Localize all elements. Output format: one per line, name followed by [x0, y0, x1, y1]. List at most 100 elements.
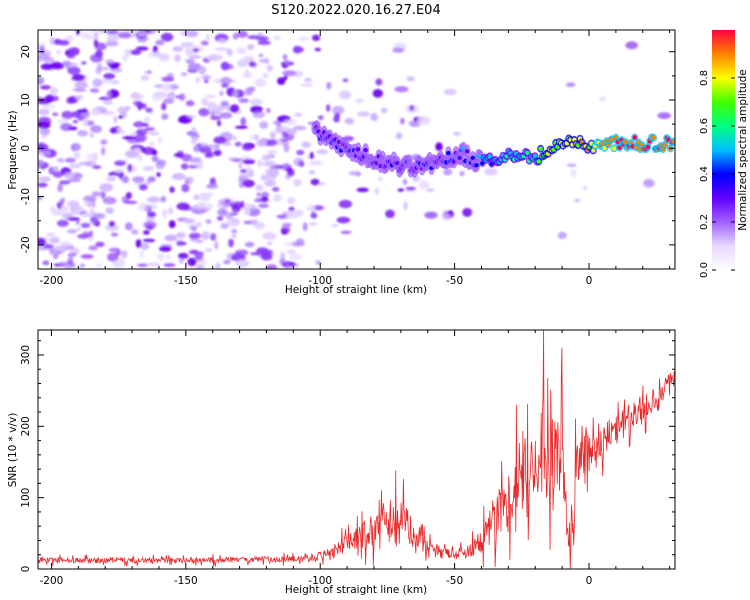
spectrogram-noise-blob	[230, 104, 240, 113]
spectrogram-ridge-point	[363, 147, 368, 153]
spectrogram-noise-blob	[108, 172, 113, 176]
spectrogram-noise-blob	[238, 98, 250, 103]
spectrogram-noise-blob	[354, 98, 364, 104]
spectrogram-noise-blob	[168, 220, 176, 229]
spectrogram-noise-blob	[180, 72, 188, 77]
spectrogram-noise-blob	[220, 61, 230, 71]
spectrogram-noise-blob	[40, 135, 48, 139]
spectrogram-noise-blob	[111, 232, 119, 237]
spectrogram-noise-blob	[67, 217, 81, 221]
spectrogram-noise-blob	[355, 172, 361, 177]
spectrogram-noise-blob	[264, 139, 278, 147]
spectrogram-noise-blob	[68, 47, 74, 56]
spectrogram-noise-blob	[268, 232, 277, 241]
spectrogram-noise-blob	[185, 58, 195, 64]
spectrogram-noise-blob	[144, 70, 149, 75]
spectrogram-noise-blob	[72, 120, 78, 124]
spectrogram-noise-blob	[139, 184, 148, 191]
spectrogram-noise-blob	[258, 203, 269, 209]
spectrogram-noise-blob	[187, 257, 197, 267]
spectrogram-ridge-point	[651, 135, 656, 140]
snr-x-label: Height of straight line (km)	[285, 584, 427, 596]
spectrogram-noise-blob	[38, 76, 45, 85]
spectrogram-noise-blob	[71, 74, 86, 82]
spectrogram-noise-blob	[336, 216, 351, 224]
spectrogram-noise-blob	[557, 231, 567, 240]
spectrogram-noise-blob	[91, 191, 102, 197]
spectrogram-noise-blob	[130, 93, 145, 100]
y-tick-label: 0	[20, 566, 32, 573]
spectrogram-ridge-point	[380, 155, 385, 160]
spectrogram-noise-blob	[217, 120, 222, 127]
spectrogram-noise-blob	[132, 100, 142, 106]
spectrogram-noise-blob	[400, 117, 405, 125]
spectrogram-noise-blob	[149, 142, 155, 146]
spectrogram-noise-blob	[59, 241, 72, 248]
spectrogram-noise-blob	[231, 234, 237, 239]
spectrogram-ridge-point	[406, 159, 412, 164]
spectrogram-noise-blob	[292, 45, 302, 54]
spectrogram-noise-blob	[188, 232, 202, 239]
spectrogram-noise-blob	[334, 112, 341, 119]
spectrogram-noise-blob	[288, 206, 295, 212]
spectrogram-noise-blob	[192, 48, 200, 52]
x-tick-label: -200	[40, 575, 64, 587]
spectrogram-noise-blob	[300, 83, 314, 87]
spectrogram-noise-blob	[435, 142, 443, 152]
spectrogram-noise-blob	[264, 57, 270, 65]
x-tick-label: 0	[586, 275, 593, 287]
spectrogram-noise-blob	[95, 66, 102, 75]
spectrogram-noise-blob	[184, 176, 195, 182]
spectrogram-noise-blob	[121, 250, 128, 258]
spectrogram-noise-blob	[38, 196, 43, 200]
spectrogram-noise-blob	[137, 263, 149, 267]
spectrogram-noise-blob	[238, 260, 250, 264]
x-tick-label: -50	[446, 275, 463, 287]
spectrogram-noise-blob	[188, 55, 202, 59]
spectrogram-noise-blob	[140, 242, 150, 250]
spectrogram-noise-blob	[56, 50, 61, 55]
spectrogram-noise-blob	[67, 66, 81, 75]
spectrogram-noise-blob	[181, 183, 190, 193]
spectrogram-noise-blob	[405, 187, 417, 191]
spectrogram-noise-blob	[643, 178, 655, 188]
spectrogram-noise-blob	[247, 44, 255, 50]
spectrogram-noise-blob	[249, 134, 254, 141]
spectrogram-noise-blob	[91, 152, 98, 161]
spectrogram-noise-blob	[256, 139, 268, 147]
spectrogram-noise-blob	[283, 119, 297, 125]
spectrogram-noise-blob	[311, 34, 321, 41]
spectrogram-noise-blob	[45, 176, 50, 180]
spectrogram-noise-blob	[222, 142, 232, 146]
spectrogram-noise-blob	[205, 33, 210, 42]
spectrogram-noise-blob	[220, 222, 229, 230]
spectrogram-noise-blob	[234, 141, 242, 147]
spectrogram-noise-blob	[570, 168, 577, 178]
spectrogram-noise-blob	[96, 263, 102, 268]
spectrogram-noise-blob	[99, 183, 114, 192]
spectrogram-noise-blob	[657, 112, 671, 119]
spectrogram-noise-blob	[138, 202, 151, 212]
spectrogram-noise-blob	[304, 77, 312, 83]
spectrogram-noise-blob	[40, 63, 53, 70]
spectrogram-noise-blob	[164, 235, 178, 242]
spectrogram-noise-blob	[228, 238, 234, 248]
spectrogram-noise-blob	[58, 180, 71, 185]
y-tick-label: 300	[20, 345, 32, 365]
spectrogram-noise-blob	[90, 109, 100, 116]
spectrogram-noise-blob	[123, 200, 138, 204]
spectrogram-noise-blob	[148, 52, 162, 58]
spectrogram-noise-blob	[105, 59, 114, 65]
spectrogram-noise-blob	[566, 163, 577, 167]
spectrogram-noise-blob	[91, 213, 106, 220]
spectrogram-ridge-point	[355, 147, 361, 152]
spectrogram-noise-blob	[234, 125, 248, 129]
spectrogram-noise-blob	[60, 197, 65, 205]
spectrogram-noise-blob	[210, 115, 222, 121]
spectrogram-noise-blob	[55, 250, 62, 255]
spectrogram-noise-blob	[282, 138, 288, 143]
spectrogram-noise-blob	[188, 165, 198, 169]
spectrogram-noise-blob	[265, 160, 276, 167]
spectrogram-noise-blob	[426, 188, 435, 193]
y-tick-label: 200	[20, 416, 32, 436]
